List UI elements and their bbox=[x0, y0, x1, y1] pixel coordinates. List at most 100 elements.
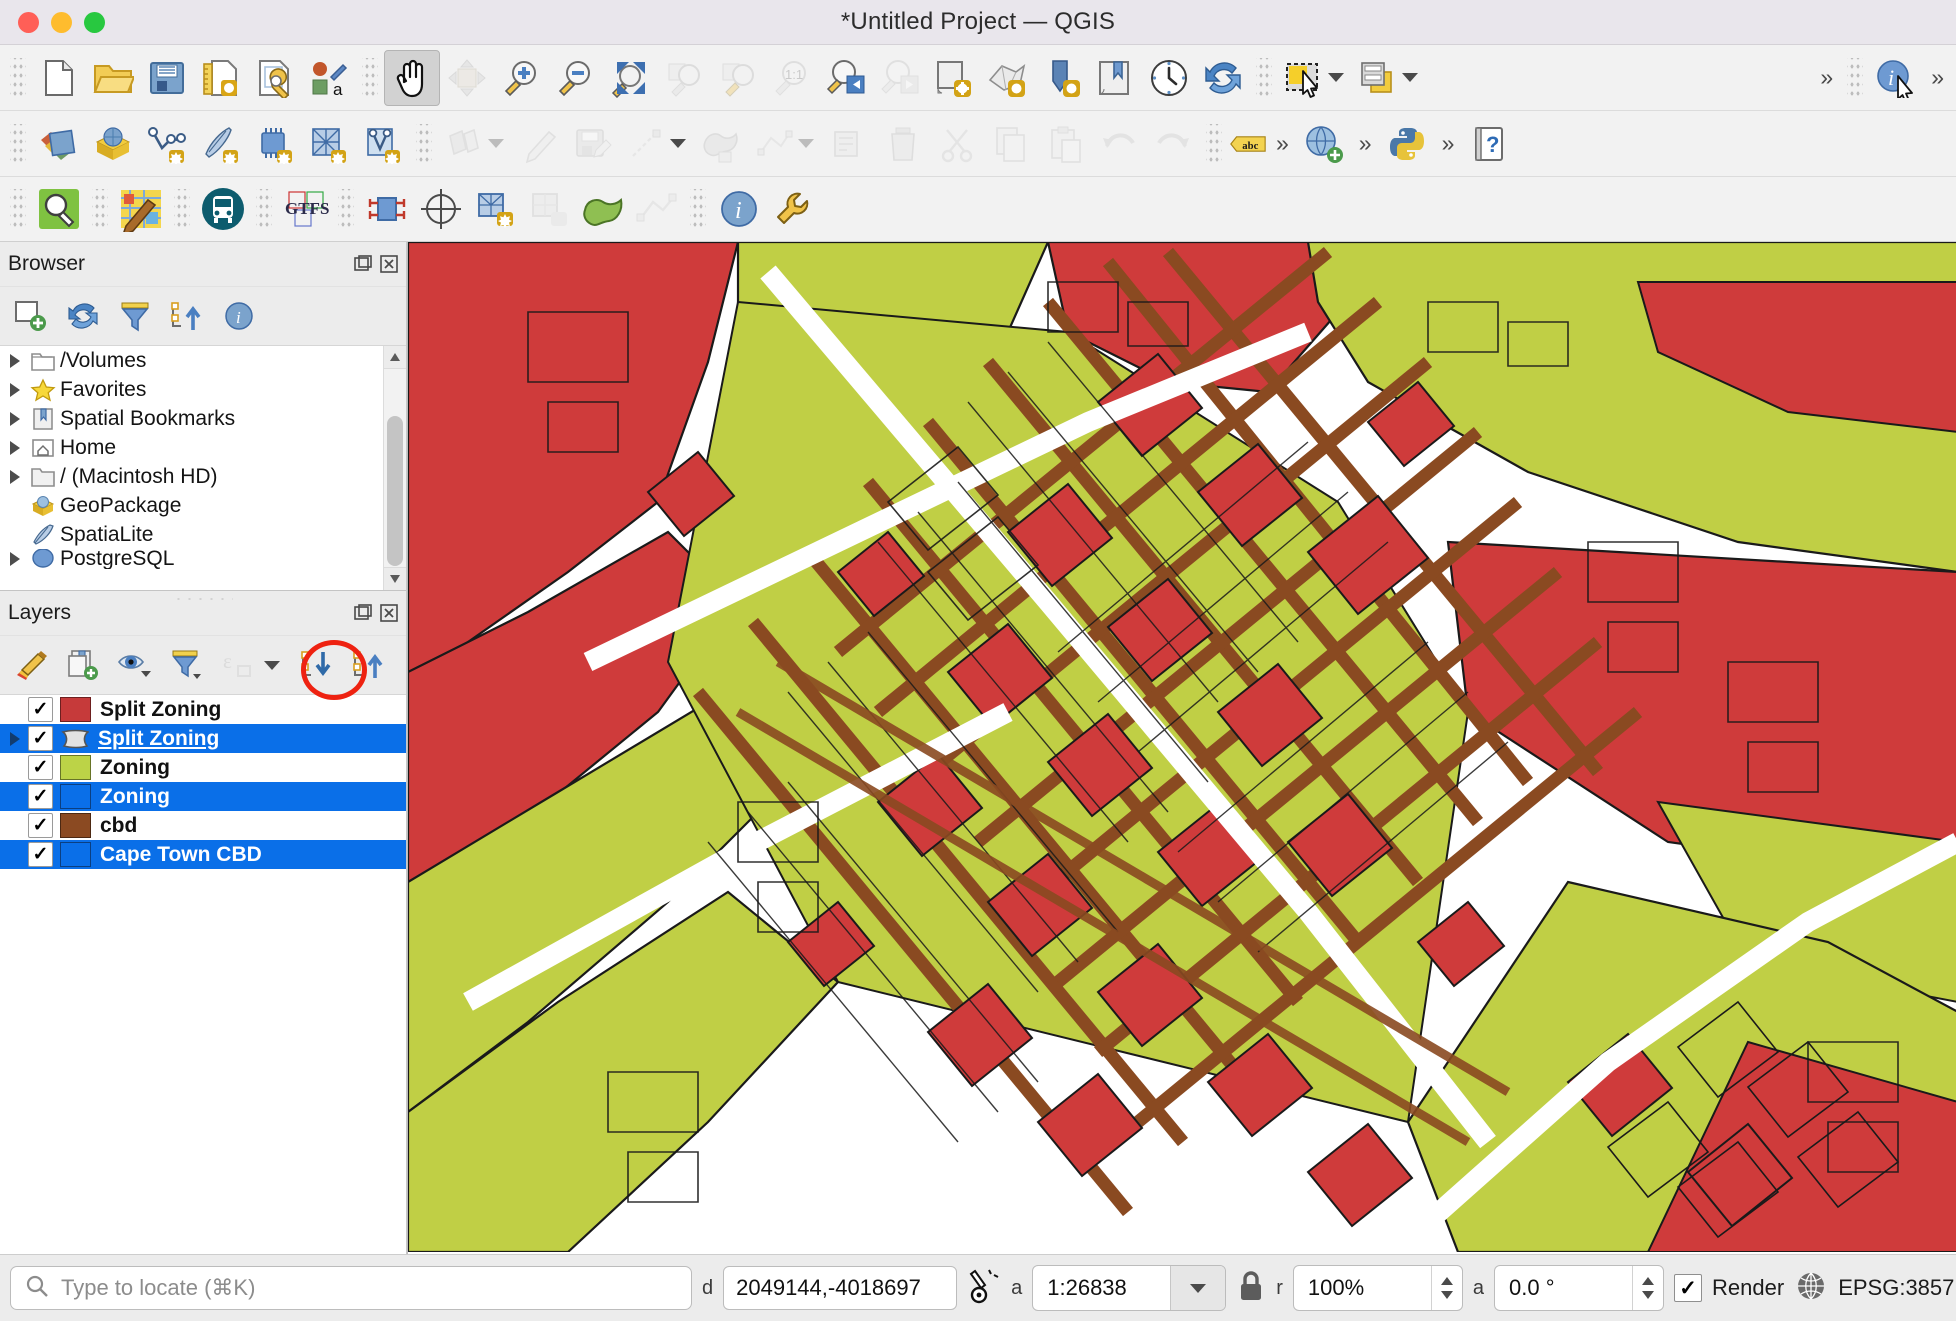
layer-visibility-checkbox[interactable]: ✓ bbox=[28, 813, 53, 838]
add-group-icon[interactable] bbox=[60, 642, 106, 688]
crs-globe-icon[interactable] bbox=[1794, 1269, 1828, 1308]
toolbar-grip-icon-2[interactable] bbox=[362, 57, 378, 98]
scale-dropdown-button[interactable] bbox=[1170, 1266, 1226, 1310]
toggle-editing-icon[interactable] bbox=[512, 117, 566, 171]
identify-features-icon[interactable]: i bbox=[1869, 51, 1923, 105]
zoom-native-icon[interactable]: 1:1 bbox=[764, 51, 818, 105]
new-memory-layer-icon[interactable] bbox=[248, 117, 302, 171]
gtfs-transit-icon[interactable] bbox=[196, 182, 250, 236]
expand-arrow-icon[interactable] bbox=[4, 411, 26, 426]
layer-visibility-checkbox[interactable]: ✓ bbox=[28, 842, 53, 867]
refresh-icon[interactable] bbox=[1196, 51, 1250, 105]
redo-icon[interactable] bbox=[1146, 117, 1200, 171]
browser-item-macintosh-hd[interactable]: / (Macintosh HD) bbox=[0, 462, 406, 491]
layer-visibility-checkbox[interactable]: ✓ bbox=[28, 697, 53, 722]
modify-attributes-icon[interactable] bbox=[694, 117, 748, 171]
browser-tree[interactable]: /Volumes Favorites Spatial Bookmarks bbox=[0, 346, 406, 590]
layout-manager-icon[interactable] bbox=[248, 51, 302, 105]
coordinate-capture-icon[interactable] bbox=[967, 1267, 1001, 1310]
geometry-checker-icon[interactable] bbox=[576, 182, 630, 236]
new-project-icon[interactable] bbox=[32, 51, 86, 105]
scrollbar-thumb[interactable] bbox=[387, 416, 403, 566]
toolbar-grip-icon-8[interactable] bbox=[10, 189, 26, 229]
topology-checker-icon[interactable] bbox=[630, 182, 684, 236]
layers-list[interactable]: ✓ Split Zoning ✓ Split Zoning ✓ Zon bbox=[0, 695, 406, 1254]
overflow-chevron-icon-4[interactable]: » bbox=[1358, 130, 1372, 156]
toolbar-grip-icon-12[interactable] bbox=[338, 189, 354, 229]
style-manager-icon[interactable]: a bbox=[302, 51, 356, 105]
browser-item-volumes[interactable]: /Volumes bbox=[0, 346, 406, 375]
save-layer-edits-icon[interactable] bbox=[566, 117, 620, 171]
paste-features-icon[interactable] bbox=[1038, 117, 1092, 171]
current-edits-caret-icon[interactable] bbox=[488, 139, 504, 148]
delete-selected-icon[interactable] bbox=[876, 117, 930, 171]
map-styling-icon[interactable] bbox=[114, 182, 168, 236]
zoom-in-icon[interactable] bbox=[494, 51, 548, 105]
new-shapefile-layer-icon[interactable] bbox=[140, 117, 194, 171]
open-data-source-manager-icon[interactable] bbox=[32, 117, 86, 171]
coordinate-field[interactable]: 2049144,-4018697 bbox=[723, 1266, 958, 1310]
filter-legend-icon[interactable] bbox=[164, 642, 210, 688]
minimize-window-button[interactable] bbox=[51, 11, 72, 33]
undo-icon[interactable] bbox=[1092, 117, 1146, 171]
expand-arrow-icon[interactable] bbox=[4, 552, 26, 566]
browser-item-spatial-bookmarks[interactable]: Spatial Bookmarks bbox=[0, 404, 406, 433]
layers-close-button[interactable] bbox=[380, 604, 398, 622]
new-mesh-layer-icon[interactable] bbox=[302, 117, 356, 171]
toolbar-grip-icon-4[interactable] bbox=[1847, 57, 1864, 98]
zoom-full-icon[interactable] bbox=[602, 51, 656, 105]
new-spatialite-layer-icon[interactable] bbox=[194, 117, 248, 171]
help-icon[interactable]: ? bbox=[1462, 117, 1516, 171]
table-row[interactable]: ✓ Cape Town CBD bbox=[0, 840, 406, 869]
vertex-tool-caret-icon[interactable] bbox=[798, 139, 814, 148]
new-print-layout-icon[interactable] bbox=[194, 51, 248, 105]
georeferencer-icon[interactable] bbox=[360, 182, 414, 236]
label-toolbar-icon[interactable]: abc bbox=[1228, 117, 1268, 171]
render-checkbox[interactable]: ✓ bbox=[1674, 1274, 1703, 1302]
layer-visibility-checkbox[interactable]: ✓ bbox=[28, 755, 53, 780]
collapse-all-icon[interactable] bbox=[346, 642, 392, 688]
panel-drag-handle[interactable] bbox=[173, 596, 233, 602]
mesh-calc-icon[interactable] bbox=[522, 182, 576, 236]
copy-features-icon[interactable] bbox=[984, 117, 1038, 171]
show-bookmarks-icon[interactable] bbox=[1088, 51, 1142, 105]
table-row[interactable]: ✓ Split Zoning bbox=[0, 695, 406, 724]
select-features-icon[interactable] bbox=[1278, 51, 1332, 105]
expression-caret-icon[interactable] bbox=[264, 660, 280, 670]
lock-scale-icon[interactable] bbox=[1236, 1269, 1266, 1308]
filter-browser-icon[interactable] bbox=[112, 293, 158, 339]
table-row[interactable]: ✓ Split Zoning bbox=[0, 724, 406, 753]
layer-visibility-checkbox[interactable]: ✓ bbox=[28, 784, 53, 809]
rotation-stepper[interactable] bbox=[1632, 1266, 1663, 1310]
crs-value[interactable]: EPSG:3857 bbox=[1838, 1275, 1955, 1300]
add-feature-caret-icon[interactable] bbox=[670, 139, 686, 148]
browser-item-favorites[interactable]: Favorites bbox=[0, 375, 406, 404]
browser-float-button[interactable] bbox=[354, 255, 372, 273]
toolbar-grip-icon-9[interactable] bbox=[92, 189, 108, 229]
map-canvas[interactable] bbox=[407, 242, 1956, 1254]
new-gpx-layer-icon[interactable] bbox=[356, 117, 410, 171]
table-row[interactable]: ✓ Zoning bbox=[0, 782, 406, 811]
scale-combo[interactable]: 1:26838 bbox=[1032, 1265, 1227, 1311]
processing-toolbox-icon[interactable] bbox=[32, 182, 86, 236]
new-3d-map-view-icon[interactable] bbox=[980, 51, 1034, 105]
modify-geometry-icon[interactable] bbox=[822, 117, 876, 171]
enable-properties-icon[interactable]: i bbox=[216, 293, 262, 339]
toolbar-grip-icon-5[interactable] bbox=[10, 123, 26, 164]
plugin-settings-icon[interactable] bbox=[766, 182, 820, 236]
pan-map-icon[interactable] bbox=[384, 49, 440, 106]
table-row[interactable]: ✓ cbd bbox=[0, 811, 406, 840]
open-project-icon[interactable] bbox=[86, 51, 140, 105]
zoom-layer-icon[interactable] bbox=[710, 51, 764, 105]
zoom-next-icon[interactable] bbox=[872, 51, 926, 105]
new-geopackage-layer-icon[interactable] bbox=[86, 117, 140, 171]
table-row[interactable]: ✓ Zoning bbox=[0, 753, 406, 782]
magnifier-spinner[interactable]: 100% bbox=[1292, 1265, 1463, 1311]
toolbar-grip-icon-3[interactable] bbox=[1256, 57, 1272, 98]
collapse-all-icon[interactable] bbox=[164, 293, 210, 339]
open-attribute-table-icon[interactable] bbox=[1352, 51, 1406, 105]
expand-arrow-icon[interactable] bbox=[4, 382, 26, 397]
expand-all-icon[interactable] bbox=[294, 642, 340, 688]
toolbar-grip-icon[interactable] bbox=[10, 57, 26, 98]
python-console-icon[interactable] bbox=[1380, 117, 1434, 171]
